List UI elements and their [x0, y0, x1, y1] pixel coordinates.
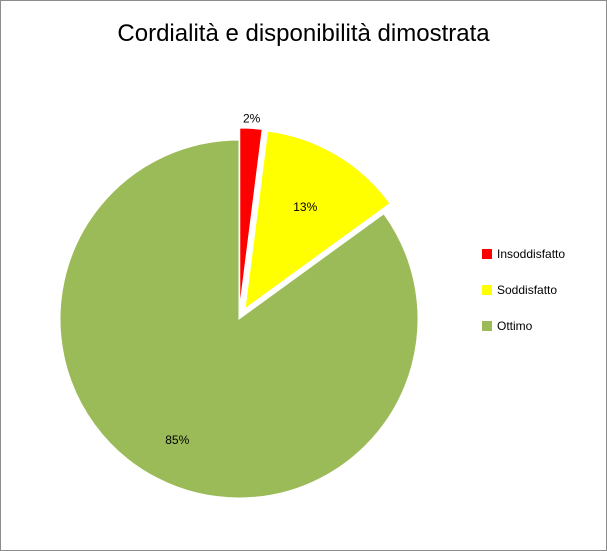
- legend-label-ottimo: Ottimo: [497, 319, 533, 333]
- legend: Insoddisfatto Soddisfatto Ottimo: [482, 247, 565, 333]
- legend-item-ottimo: Ottimo: [482, 319, 565, 333]
- legend-swatch-insoddisfatto: [482, 249, 492, 259]
- legend-label-insoddisfatto: Insoddisfatto: [497, 247, 566, 261]
- legend-label-soddisfatto: Soddisfatto: [497, 283, 558, 297]
- data-label-ottimo: 85%: [165, 433, 189, 447]
- legend-item-insoddisfatto: Insoddisfatto: [482, 247, 565, 261]
- data-label-insoddisfatto: 2%: [243, 111, 261, 125]
- chart-title: Cordialità e disponibilità dimostrata: [117, 20, 490, 47]
- legend-swatch-soddisfatto: [482, 285, 492, 295]
- legend-item-soddisfatto: Soddisfatto: [482, 283, 565, 297]
- data-label-soddisfatto: 13%: [293, 200, 317, 214]
- legend-swatch-ottimo: [482, 321, 492, 331]
- pie-slice-soddisfatto: [244, 130, 391, 310]
- pie-slice-insoddisfatto: [239, 127, 263, 308]
- pie-slice-ottimo: [59, 139, 419, 499]
